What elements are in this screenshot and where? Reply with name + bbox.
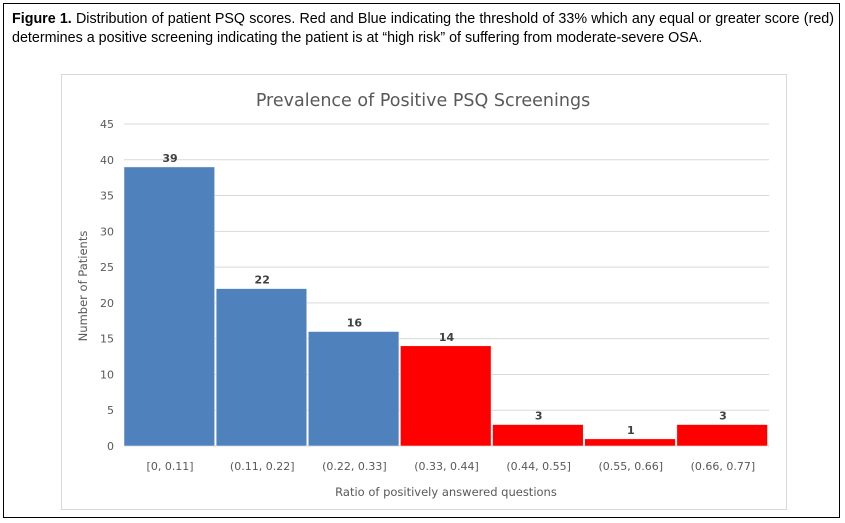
data-label: 14 <box>439 331 455 344</box>
x-tick-labels: [0, 0.11] (0.11, 0.22] (0.22, 0.33] (0.33, … <box>147 460 756 473</box>
y-tick-label: 45 <box>100 118 114 131</box>
y-tick-label: 15 <box>100 333 114 346</box>
data-label: 16 <box>347 317 363 330</box>
data-label: 3 <box>719 410 727 423</box>
y-tick-label: 5 <box>107 404 114 417</box>
bar <box>215 288 308 447</box>
x-tick-label: (0.44, 0.55] <box>506 460 571 473</box>
data-label: 3 <box>535 410 543 423</box>
y-axis-label: Number of Patients <box>76 231 90 342</box>
x-tick-label: [0, 0.11] <box>147 460 194 473</box>
bar <box>308 331 400 447</box>
x-axis-label: Ratio of positively answered questions <box>335 485 557 499</box>
bar <box>584 438 676 447</box>
y-tick-labels: 0 5 10 15 20 25 30 35 40 45 <box>100 118 114 453</box>
chart-title: Prevalence of Positive PSQ Screenings <box>256 91 590 111</box>
x-tick-label: (0.55, 0.66] <box>599 460 664 473</box>
y-tick-label: 20 <box>100 297 114 310</box>
y-tick-label: 25 <box>100 261 114 274</box>
x-tick-label: (0.33, 0.44] <box>414 460 479 473</box>
caption-label: Figure 1. <box>12 11 72 27</box>
x-tick-label: (0.11, 0.22] <box>230 460 295 473</box>
y-tick-label: 0 <box>107 440 114 453</box>
bar <box>123 166 215 447</box>
y-tick-label: 30 <box>100 225 114 238</box>
x-tick-label: (0.66, 0.77] <box>691 460 756 473</box>
data-label: 1 <box>627 424 635 437</box>
figure-caption: Figure 1. Distribution of patient PSQ sc… <box>12 10 834 48</box>
caption-text: Distribution of patient PSQ scores. Red … <box>12 11 834 46</box>
bar <box>492 424 584 447</box>
x-tick-label: (0.22, 0.33] <box>322 460 387 473</box>
bar <box>676 424 768 447</box>
data-label: 39 <box>162 152 177 165</box>
data-label: 22 <box>255 274 270 287</box>
y-tick-label: 35 <box>100 190 114 203</box>
y-tick-label: 40 <box>100 154 114 167</box>
bars <box>123 166 768 447</box>
data-labels: 39 22 16 14 3 1 3 <box>162 152 726 437</box>
bar <box>400 345 492 447</box>
y-tick-label: 10 <box>100 368 114 381</box>
